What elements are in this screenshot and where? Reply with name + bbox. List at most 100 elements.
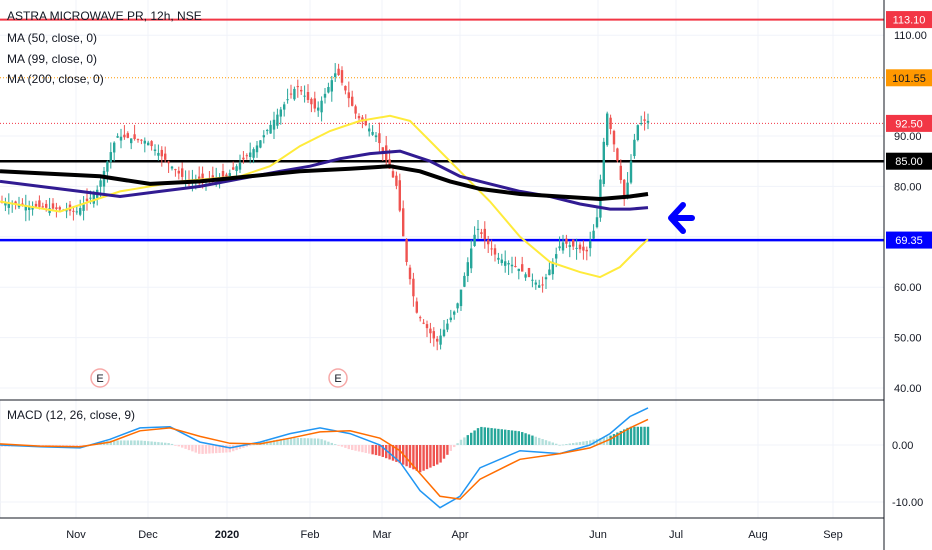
- macd-histogram-bar: [327, 441, 330, 445]
- macd-histogram-bar: [616, 432, 619, 445]
- macd-histogram-bar: [582, 441, 585, 445]
- candle-body: [541, 284, 544, 286]
- candle-body: [327, 87, 330, 93]
- candle-body: [266, 130, 269, 132]
- macd-histogram-bar: [595, 438, 599, 445]
- x-tick-label: Jul: [669, 529, 683, 541]
- macd-histogram-bar: [446, 445, 449, 455]
- candle-body: [310, 98, 313, 105]
- candle-body: [425, 324, 429, 329]
- candle-body: [157, 152, 160, 156]
- macd-histogram-bar: [306, 438, 310, 445]
- candle-body: [296, 86, 299, 88]
- candle-body: [126, 133, 129, 138]
- earnings-marker-label: E: [334, 373, 341, 385]
- macd-histogram-bar: [626, 427, 629, 445]
- candle-body: [153, 149, 157, 152]
- candle-body: [38, 200, 41, 207]
- macd-histogram-bar: [538, 437, 541, 445]
- candle-body: [429, 328, 432, 334]
- candle-body: [252, 149, 255, 158]
- candle-body: [279, 109, 282, 117]
- candle-body: [640, 123, 643, 125]
- macd-histogram-bar: [0, 445, 4, 447]
- macd-histogram-bar: [575, 442, 578, 445]
- candle-body: [160, 149, 163, 157]
- macd-histogram-bar: [347, 445, 350, 450]
- candle-body: [524, 274, 527, 278]
- macd-histogram-bar: [612, 434, 616, 445]
- candle-body: [344, 85, 347, 91]
- candle-body: [412, 278, 415, 297]
- candle-body: [21, 203, 24, 205]
- candle-body: [259, 140, 262, 148]
- macd-histogram-bar: [235, 445, 238, 451]
- macd-histogram-bar: [453, 445, 456, 448]
- macd-histogram-bar: [72, 445, 75, 447]
- candle-body: [473, 234, 476, 246]
- macd-histogram-bar: [500, 429, 503, 445]
- candle-body: [405, 239, 408, 262]
- candle-body: [123, 134, 126, 138]
- candle-body: [245, 155, 248, 157]
- macd-histogram-bar: [544, 440, 548, 445]
- macd-histogram-bar: [116, 440, 119, 445]
- macd-histogram-bar: [218, 445, 221, 453]
- candle-body: [99, 180, 102, 187]
- price-badge: [886, 114, 932, 132]
- candle-body: [568, 245, 571, 247]
- candle-body: [65, 210, 68, 212]
- price-tick-label: 90.00: [894, 131, 922, 143]
- macd-histogram-bar: [232, 445, 235, 452]
- macd-histogram-bar: [133, 440, 136, 445]
- macd-histogram-bar: [293, 437, 296, 445]
- macd-histogram-bar: [242, 445, 245, 448]
- macd-pane: [0, 407, 650, 509]
- macd-histogram-bar: [548, 441, 551, 445]
- x-tick-label: Aug: [748, 529, 768, 541]
- candle-body: [395, 175, 398, 186]
- price-badge: [886, 152, 932, 170]
- candle-body: [34, 203, 38, 207]
- candle-body: [398, 180, 401, 211]
- candle-body: [561, 242, 565, 251]
- candle-body: [351, 96, 354, 106]
- candle-body: [89, 197, 92, 199]
- macd-histogram-bar: [174, 445, 177, 446]
- macd-histogram-bar: [504, 429, 507, 445]
- candle-body: [249, 152, 252, 158]
- candle-body: [4, 202, 7, 206]
- macd-tick-label: 0.00: [892, 440, 913, 452]
- candle-body: [357, 115, 361, 119]
- macd-histogram-bar: [153, 441, 157, 445]
- macd-histogram-bar: [323, 440, 327, 445]
- macd-histogram-bar: [483, 427, 486, 445]
- candle-body: [347, 92, 350, 99]
- macd-histogram-bar: [187, 445, 191, 451]
- candle-body: [487, 240, 490, 245]
- horizontal-levels[interactable]: [0, 18, 884, 242]
- candle-body: [616, 148, 619, 161]
- candle-body: [140, 139, 143, 141]
- macd-histogram-bar: [381, 445, 384, 457]
- candle-body: [364, 119, 367, 126]
- candle-body: [143, 140, 146, 144]
- macd-histogram-bar: [147, 441, 150, 445]
- macd-tick-label: -10.00: [892, 497, 923, 509]
- macd-histogram-bar: [286, 438, 289, 445]
- x-tick-label: Jun: [589, 529, 607, 541]
- macd-histogram-bar: [276, 439, 279, 445]
- macd-histogram-bar: [75, 445, 78, 447]
- macd-histogram-bar: [198, 445, 201, 454]
- macd-histogram-bar: [208, 445, 211, 454]
- macd-histogram-bar: [385, 445, 388, 459]
- candle-body: [303, 95, 306, 97]
- candle-body: [527, 268, 531, 278]
- macd-histogram-bar: [245, 445, 248, 447]
- ma-line-1: [0, 149, 649, 211]
- earnings-marker: [90, 368, 110, 388]
- macd-histogram-bar: [558, 444, 561, 446]
- macd-histogram-bar: [623, 429, 626, 445]
